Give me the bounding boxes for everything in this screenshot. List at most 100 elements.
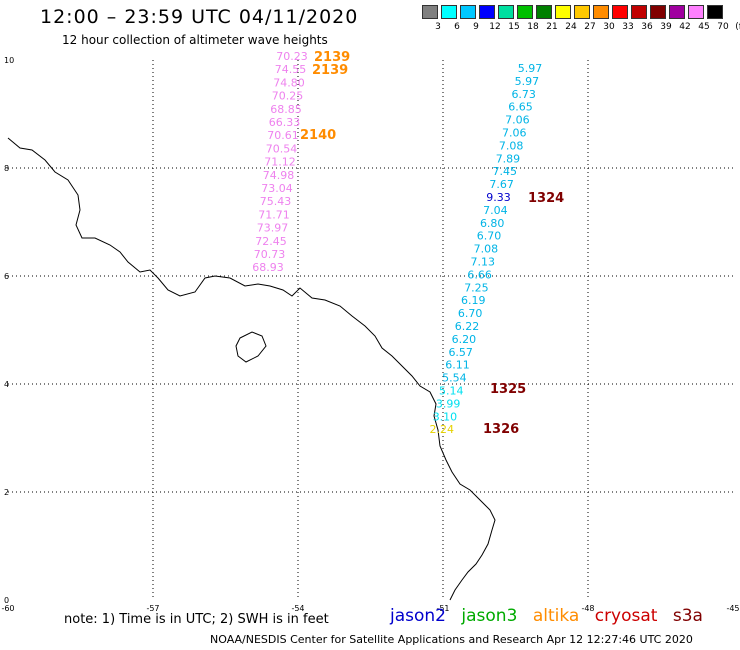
x-tick-label: -48 [581,604,594,613]
wave-height-label: 3.10 [433,410,458,423]
scale-label: 70 [717,22,729,32]
pass-number-label: 2139 [312,63,348,78]
legend-s3a: s3a [672,606,703,626]
wave-height-label: 68.85 [270,103,302,116]
wave-height-label: 6.57 [448,346,473,359]
wave-height-label: 3.99 [436,397,461,410]
wave-height-label: 2.24 [430,423,455,436]
scale-label: 3 [435,22,441,32]
scale-swatch [479,5,495,19]
scale-label: 36 [641,22,653,32]
wave-height-label: 5.14 [439,385,464,398]
wave-height-label: 70.25 [272,90,304,103]
wave-height-label: 74.80 [273,76,305,89]
scale-label: 21 [546,22,558,32]
y-tick-label: 10 [4,56,14,65]
coastline-path [7,137,496,601]
y-tick-label: 4 [4,380,9,389]
footnote: note: 1) Time is in UTC; 2) SWH is in fe… [64,612,329,627]
wave-height-label: 75.43 [260,195,292,208]
wave-height-label: 6.19 [461,294,486,307]
pass-number-label: 2140 [300,128,336,143]
scale-label: 12 [489,22,501,32]
wave-height-label: 6.11 [445,359,470,372]
wave-height-label: 7.08 [474,243,499,256]
wave-height-label: 70.23 [276,50,308,63]
wave-height-label: 74.55 [275,63,307,76]
scale-label: 42 [679,22,691,32]
wave-height-label: 6.66 [467,268,492,281]
wave-height-label: 7.08 [499,139,524,152]
scale-label: 39 [660,22,672,32]
wave-height-label: 6.20 [452,333,477,346]
map-subtitle: 12 hour collection of altimeter wave hei… [62,33,328,47]
scale-swatch [612,5,628,19]
scale-label: 33 [622,22,634,32]
satellite-legend: jason2 jason3 altika cryosat s3a [390,606,713,626]
wave-height-label: 7.45 [493,165,518,178]
wave-height-label: 68.93 [252,261,284,274]
wave-height-label: 70.54 [266,142,298,155]
x-tick-label: -60 [1,604,14,613]
y-tick-label: 6 [4,272,9,281]
wave-height-label: 7.06 [502,127,527,140]
wave-height-label: 6.22 [455,320,480,333]
scale-label: 30 [603,22,615,32]
scale-swatch [498,5,514,19]
scale-swatch [422,5,438,19]
x-tick-label: -57 [146,604,159,613]
legend-jason2: jason2 [390,606,446,626]
wave-height-label: 6.65 [508,101,533,114]
wave-height-label: 6.70 [477,230,502,243]
scale-label: 45 [698,22,710,32]
wave-height-label: 7.25 [464,281,489,294]
grid-lines [8,60,733,600]
scale-swatch [536,5,552,19]
wave-height-label: 6.80 [480,217,505,230]
wave-height-label: 66.33 [269,116,301,129]
wave-height-label: 5.97 [518,62,543,75]
wave-height-label: 6.73 [511,88,536,101]
pass-number-label: 1325 [490,382,526,397]
wave-height-label: 71.12 [264,156,296,169]
wave-height-label: 9.33 [486,191,511,204]
coastline [7,137,496,601]
wave-height-label: 7.06 [505,114,530,127]
legend-cryosat: cryosat [594,606,658,626]
wave-height-label: 5.97 [515,75,540,88]
scale-label: 27 [584,22,596,32]
scale-swatch [669,5,685,19]
wave-height-label: 74.98 [263,169,295,182]
wave-height-label: 7.04 [483,204,508,217]
wave-height-label: 6.70 [458,307,483,320]
x-tick-label: -54 [291,604,304,613]
scale-swatch [441,5,457,19]
x-tick-label: -45 [726,604,739,613]
scale-label: 6 [454,22,460,32]
pass-number-label: 2139 [314,50,350,65]
legend-jason3: jason3 [461,606,518,626]
pass-number-label: 1326 [483,422,519,437]
wave-height-label: 7.89 [496,152,521,165]
x-tick-label: -51 [436,604,449,613]
scale-swatch [574,5,590,19]
wave-height-label: 72.45 [255,235,287,248]
wave-height-label: 71.71 [258,208,290,221]
legend-altika: altika [532,606,580,626]
scale-swatch [631,5,647,19]
scale-swatch [517,5,533,19]
wave-height-label: 73.97 [257,222,289,235]
wave-height-label: 70.61 [267,129,299,142]
wave-height-label: 7.67 [489,178,514,191]
scale-swatch [707,5,723,19]
scale-swatch [688,5,704,19]
scale-swatch [650,5,666,19]
credit-line: NOAA/NESDIS Center for Satellite Applica… [210,633,693,646]
scale-unit: (ft) [735,22,740,32]
track-labels: 70.2374.5574.8070.2568.8566.3370.6170.54… [252,50,564,437]
scale-label: 24 [565,22,577,32]
scale-swatch [593,5,609,19]
axis-tick-labels: -60 -57 -54 -51 -48 -45 0 2 4 6 8 10 [1,56,739,613]
scale-label: 18 [527,22,539,32]
